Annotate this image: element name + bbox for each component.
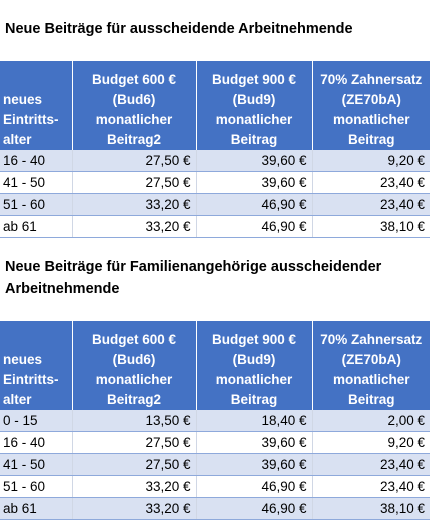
cell-bud6: 27,50 €: [72, 453, 197, 476]
header-line: neues: [3, 352, 43, 367]
cell-bud6: 13,50 €: [72, 410, 197, 432]
cell-age: ab 61: [0, 215, 73, 238]
header-line: monatlicher: [332, 112, 410, 127]
fee-table-family: neues Eintritts-alter Budget 600 € (Bud6) m…: [0, 321, 430, 520]
header-budget-600: Budget 600 € (Bud6) monatlicher Beitrag2: [72, 321, 197, 410]
table-row: 0 - 15 13,50 € 18,40 € 2,00 €: [0, 410, 430, 432]
header-line: alter: [3, 392, 32, 407]
cell-age: 16 - 40: [0, 431, 73, 454]
cell-ze70ba: 23,40 €: [312, 193, 430, 216]
cell-ze70ba: 23,40 €: [312, 171, 430, 194]
cell-age: ab 61: [0, 497, 73, 520]
header-line: (Bud9): [232, 352, 276, 367]
fee-table-employees: neues Eintritts-alter Budget 600 € (Bud6) m…: [0, 61, 430, 238]
header-line: Eintritts-: [3, 372, 59, 387]
table-row: ab 61 33,20 € 46,90 € 38,10 €: [0, 215, 430, 238]
header-zahnersatz: 70% Zahnersatz (ZE70bA) monatlicher Beitrag: [312, 61, 430, 150]
header-entry-age: neues Eintritts-alter: [0, 61, 73, 150]
header-line: monatlicher: [215, 372, 293, 387]
cell-bud9: 39,60 €: [196, 453, 313, 476]
header-line: (ZE70bA): [341, 352, 401, 367]
cell-ze70ba: 23,40 €: [312, 453, 430, 476]
cell-bud6: 33,20 €: [72, 215, 197, 238]
section-title-family: Neue Beiträge für Familienangehörige aus…: [5, 259, 382, 297]
cell-age: 51 - 60: [0, 475, 73, 498]
header-line: monatlicher: [215, 112, 293, 127]
header-line: (Bud9): [232, 92, 276, 107]
header-line: Beitrag2: [106, 132, 162, 147]
cell-age: 41 - 50: [0, 453, 73, 476]
header-line: 70% Zahnersatz: [320, 332, 423, 347]
header-zahnersatz: 70% Zahnersatz (ZE70bA) monatlicher Beitrag: [312, 321, 430, 410]
table-row: ab 61 33,20 € 46,90 € 38,10 €: [0, 497, 430, 520]
cell-bud6: 33,20 €: [72, 497, 197, 520]
table-row: 16 - 40 27,50 € 39,60 € 9,20 €: [0, 150, 430, 172]
table-row: 51 - 60 33,20 € 46,90 € 23,40 €: [0, 193, 430, 216]
cell-bud9: 46,90 €: [196, 497, 313, 520]
table-row: 41 - 50 27,50 € 39,60 € 23,40 €: [0, 453, 430, 476]
header-line: Eintritts-: [3, 112, 59, 127]
cell-bud6: 27,50 €: [72, 431, 197, 454]
cell-bud6: 33,20 €: [72, 475, 197, 498]
table-row: 41 - 50 27,50 € 39,60 € 23,40 €: [0, 171, 430, 194]
header-line: Budget 600 €: [91, 72, 177, 87]
header-line: alter: [3, 132, 32, 147]
cell-bud9: 46,90 €: [196, 193, 313, 216]
cell-bud6: 27,50 €: [72, 150, 197, 172]
cell-age: 41 - 50: [0, 171, 73, 194]
cell-bud6: 33,20 €: [72, 193, 197, 216]
header-entry-age: neues Eintritts-alter: [0, 321, 73, 410]
header-line: Budget 600 €: [91, 332, 177, 347]
header-line: Beitrag: [230, 392, 278, 407]
cell-bud9: 18,40 €: [196, 410, 313, 432]
header-budget-600: Budget 600 € (Bud6) monatlicher Beitrag2: [72, 61, 197, 150]
cell-age: 16 - 40: [0, 150, 73, 172]
header-line: Beitrag2: [106, 392, 162, 407]
cell-bud9: 39,60 €: [196, 171, 313, 194]
cell-ze70ba: 9,20 €: [312, 431, 430, 454]
header-line: monatlicher: [95, 112, 173, 127]
cell-bud9: 46,90 €: [196, 215, 313, 238]
cell-age: 0 - 15: [0, 410, 73, 432]
cell-ze70ba: 38,10 €: [312, 215, 430, 238]
header-line: monatlicher: [95, 372, 173, 387]
header-line: Beitrag: [347, 392, 395, 407]
header-line: monatlicher: [332, 372, 410, 387]
table-row: 16 - 40 27,50 € 39,60 € 9,20 €: [0, 431, 430, 454]
cell-age: 51 - 60: [0, 193, 73, 216]
cell-ze70ba: 38,10 €: [312, 497, 430, 520]
header-line: Budget 900 €: [211, 72, 297, 87]
header-line: Beitrag: [347, 132, 395, 147]
cell-bud9: 39,60 €: [196, 431, 313, 454]
header-line: (Bud6): [112, 92, 156, 107]
cell-bud9: 46,90 €: [196, 475, 313, 498]
header-line: Beitrag: [230, 132, 278, 147]
header-line: neues: [3, 92, 43, 107]
header-line: (ZE70bA): [341, 92, 401, 107]
header-line: Budget 900 €: [211, 332, 297, 347]
header-budget-900: Budget 900 € (Bud9) monatlicher Beitrag: [196, 321, 313, 410]
cell-ze70ba: 9,20 €: [312, 150, 430, 172]
cell-ze70ba: 2,00 €: [312, 410, 430, 432]
table-header-row: neues Eintritts-alter Budget 600 € (Bud6) m…: [0, 321, 430, 410]
header-budget-900: Budget 900 € (Bud9) monatlicher Beitrag: [196, 61, 313, 150]
table-row: 51 - 60 33,20 € 46,90 € 23,40 €: [0, 475, 430, 498]
table-header-row: neues Eintritts-alter Budget 600 € (Bud6) m…: [0, 61, 430, 150]
section-title-employees: Neue Beiträge für ausscheidende Arbeitne…: [5, 21, 353, 37]
cell-ze70ba: 23,40 €: [312, 475, 430, 498]
cell-bud9: 39,60 €: [196, 150, 313, 172]
cell-bud6: 27,50 €: [72, 171, 197, 194]
header-line: (Bud6): [112, 352, 156, 367]
header-line: 70% Zahnersatz: [320, 72, 423, 87]
